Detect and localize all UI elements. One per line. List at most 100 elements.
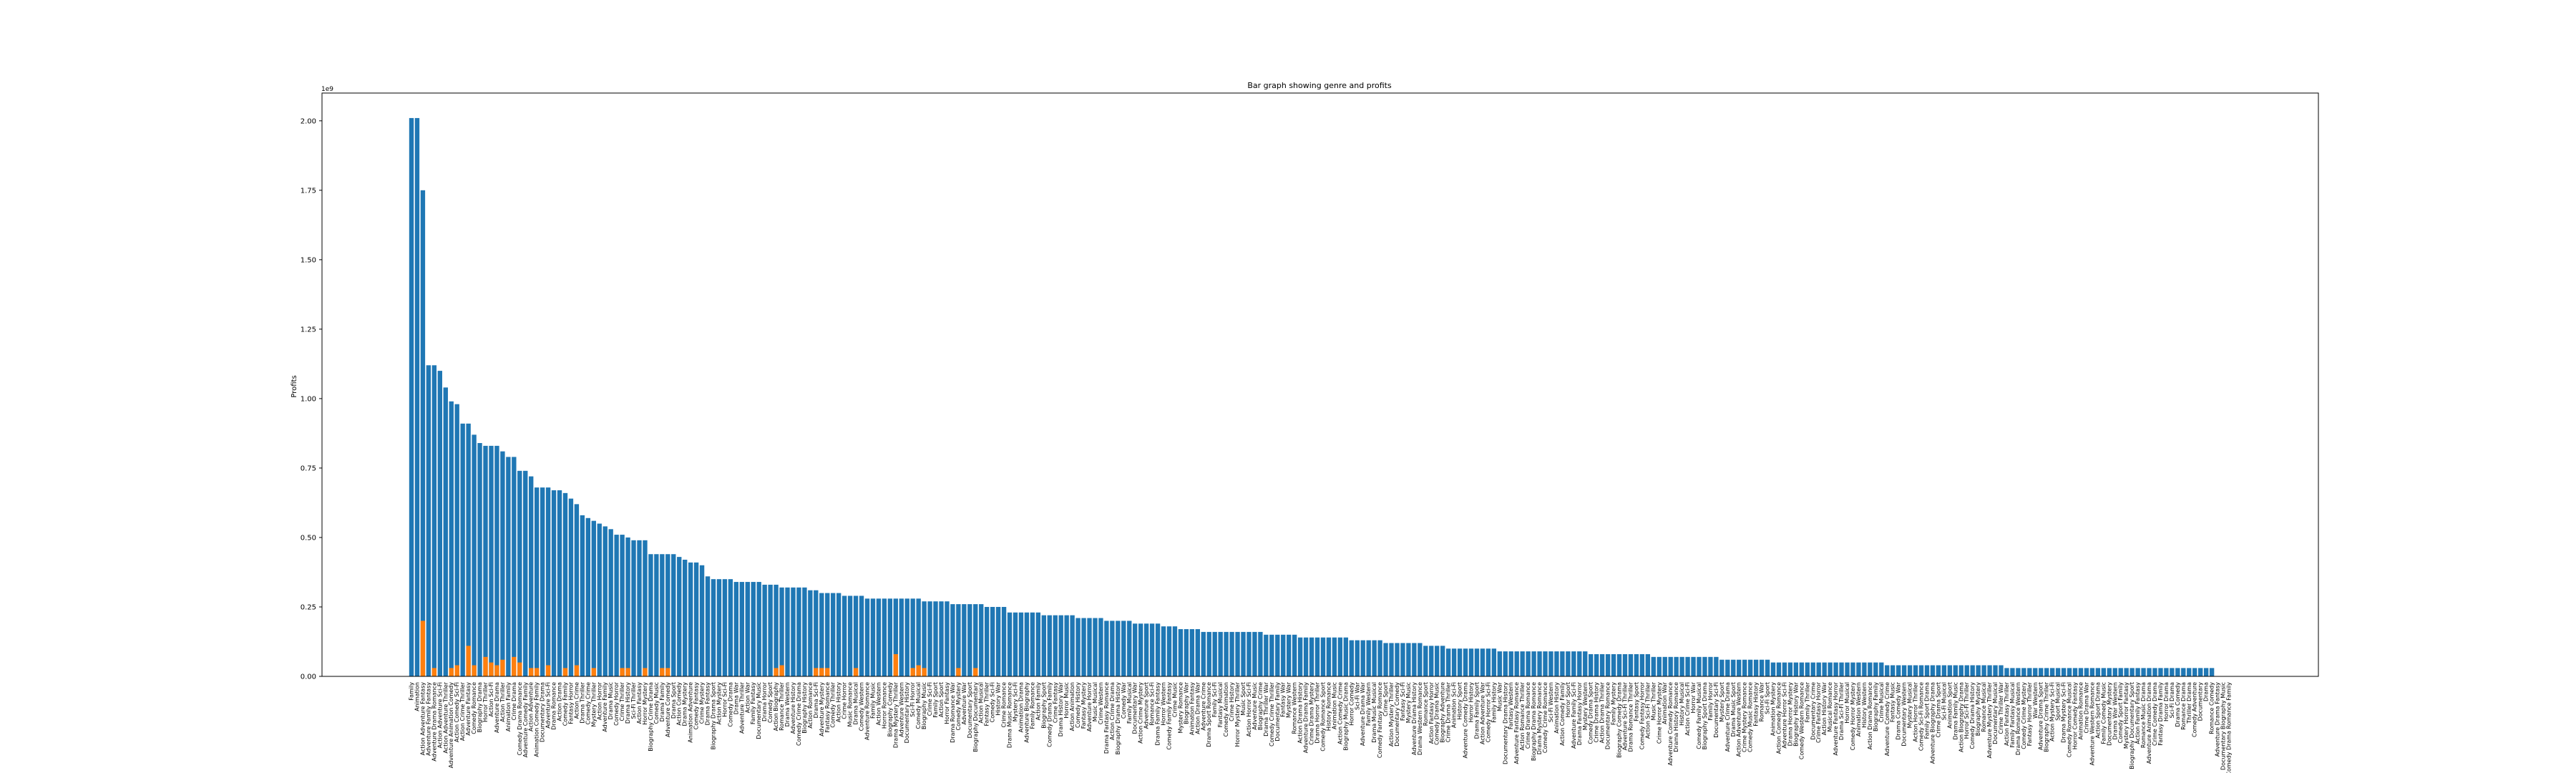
bar-blue-185 (1463, 648, 1468, 676)
bar-blue-288 (2049, 668, 2055, 676)
x-tick-label-74: Comedy Thriller (830, 681, 836, 727)
x-tick-label-11: Comedy Romance (471, 682, 477, 734)
bar-blue-292 (2072, 668, 2078, 676)
bar-blue-0 (409, 117, 414, 676)
bar-blue-37 (620, 535, 625, 676)
x-tick-label-299: Drama War Western (2112, 682, 2118, 740)
bar-blue-214 (1628, 653, 1634, 676)
bar-blue-179 (1429, 646, 1434, 676)
x-tick-label-100: Action Musical (978, 682, 985, 723)
x-tick-label-77: Music Romance (847, 682, 854, 727)
bar-blue-314 (2198, 668, 2203, 676)
x-tick-label-35: Drama Music (608, 682, 614, 719)
bar-blue-73 (825, 593, 830, 676)
bar-blue-176 (1412, 643, 1417, 676)
bar-blue-103 (995, 606, 1001, 676)
x-tick-label-199: Comedy Crime Romance (1542, 682, 1548, 753)
x-tick-label-281: Family Fantasy Musical (2009, 682, 2016, 748)
bar-blue-257 (1873, 662, 1878, 676)
x-tick-label-300: Comedy Sport Family (2117, 682, 2124, 744)
bar-blue-77 (847, 595, 853, 676)
x-tick-label-312: Thriller Drama (2186, 682, 2192, 724)
bar-blue-91 (927, 601, 932, 676)
bar-blue-155 (1292, 634, 1297, 676)
bar-blue-138 (1195, 629, 1200, 676)
bar-blue-225 (1691, 656, 1696, 676)
x-tick-label-146: Music Sport (1240, 682, 1246, 716)
x-tick-label-219: Crime Horror Mystery (1656, 682, 1662, 744)
x-tick-label-313: Comedy Adventure (2192, 682, 2198, 737)
bar-orange-72 (819, 668, 824, 676)
x-tick-label-10: Adventure Fantasy (465, 682, 472, 736)
bar-blue-269 (1941, 665, 1947, 676)
bar-blue-309 (2170, 668, 2175, 676)
x-tick-label-200: Sci-Fi Western (1548, 682, 1554, 722)
x-tick-label-162: Animation Music (1331, 682, 1337, 729)
bar-orange-14 (489, 662, 494, 676)
x-tick-label-255: History Western (1861, 682, 1868, 728)
bar-orange-8 (454, 665, 459, 676)
x-tick-label-238: Sci-Fi Sport (1765, 682, 1771, 714)
bar-blue-27 (562, 492, 568, 676)
x-tick-label-184: History Sport (1457, 682, 1463, 719)
x-tick-label-6: Action Adventure Thriller (442, 681, 449, 753)
bar-blue-29 (574, 504, 580, 676)
x-tick-label-298: Documentary Mystery (2106, 682, 2112, 746)
x-tick-label-45: Adventure Comedy (665, 682, 671, 737)
y-tick-label-5: 1.25 (301, 326, 316, 334)
bar-orange-37 (620, 668, 625, 676)
bar-blue-245 (1805, 662, 1810, 676)
bar-blue-283 (2021, 668, 2026, 676)
x-tick-label-40: Action Fantasy (636, 682, 643, 724)
bar-orange-11 (472, 665, 477, 676)
bar-blue-4 (431, 365, 437, 676)
x-tick-label-211: Family Mystery (1611, 682, 1617, 725)
bar-blue-273 (1964, 665, 1969, 676)
bar-blue-202 (1560, 651, 1565, 676)
bar-blue-100 (979, 604, 984, 676)
bar-blue-125 (1121, 621, 1126, 676)
x-tick-label-153: Fantasy War (1280, 681, 1287, 717)
bar-blue-239 (1770, 662, 1776, 676)
x-tick-label-132: Horror Western (1161, 682, 1167, 726)
x-tick-label-272: Action Biography Drama (1958, 682, 1964, 752)
bar-blue-261 (1896, 665, 1901, 676)
bar-blue-124 (1116, 621, 1121, 676)
bar-blue-159 (1314, 637, 1320, 676)
bar-blue-306 (2152, 668, 2157, 676)
x-tick-label-171: Crime Sport (1382, 682, 1389, 716)
x-tick-label-4: Adventure Drama Romance (431, 682, 437, 762)
x-tick-label-41: Horror Mystery (642, 682, 648, 725)
y-tick-label-1: 0.25 (301, 603, 316, 611)
x-tick-label-258: Crime Musical (1878, 682, 1885, 722)
x-tick-label-197: Biography Drama Romance (1531, 682, 1537, 761)
x-tick-label-235: Comedy Music Romance (1747, 682, 1754, 752)
bar-blue-79 (859, 595, 864, 676)
x-tick-label-164: Biography Music Drama (1342, 682, 1349, 751)
x-tick-label-169: Drama Music Musical (1371, 682, 1377, 743)
bar-blue-211 (1611, 653, 1616, 676)
bar-blue-148 (1252, 631, 1257, 676)
bar-blue-131 (1155, 623, 1161, 676)
x-tick-label-207: Comedy Drama Sport (1588, 682, 1594, 744)
bar-blue-280 (2004, 668, 2009, 676)
x-tick-label-63: Comedy Sport (767, 682, 774, 723)
x-tick-label-229: Documentary Sci-Fi (1713, 682, 1719, 738)
bar-blue-46 (671, 554, 676, 676)
bar-orange-22 (534, 668, 540, 676)
x-tick-label-190: Family History (1491, 682, 1497, 723)
bar-blue-13 (483, 445, 488, 676)
bar-blue-266 (1924, 665, 1930, 676)
x-tick-label-150: Drama Thriller War (1263, 681, 1269, 736)
bar-orange-13 (483, 656, 488, 676)
x-tick-label-112: Comedy Drama Family (1046, 682, 1053, 747)
bar-blue-89 (916, 598, 921, 676)
x-tick-label-205: Drama Fantasy Horror (1576, 681, 1583, 745)
bar-blue-209 (1599, 653, 1605, 676)
bar-blue-258 (1879, 662, 1884, 676)
bar-blue-15 (494, 445, 499, 676)
x-tick-label-105: Drama Music Romance (1007, 682, 1013, 748)
y-tick-label-2: 0.50 (301, 534, 316, 542)
bar-blue-224 (1685, 656, 1690, 676)
bar-blue-56 (728, 579, 733, 676)
